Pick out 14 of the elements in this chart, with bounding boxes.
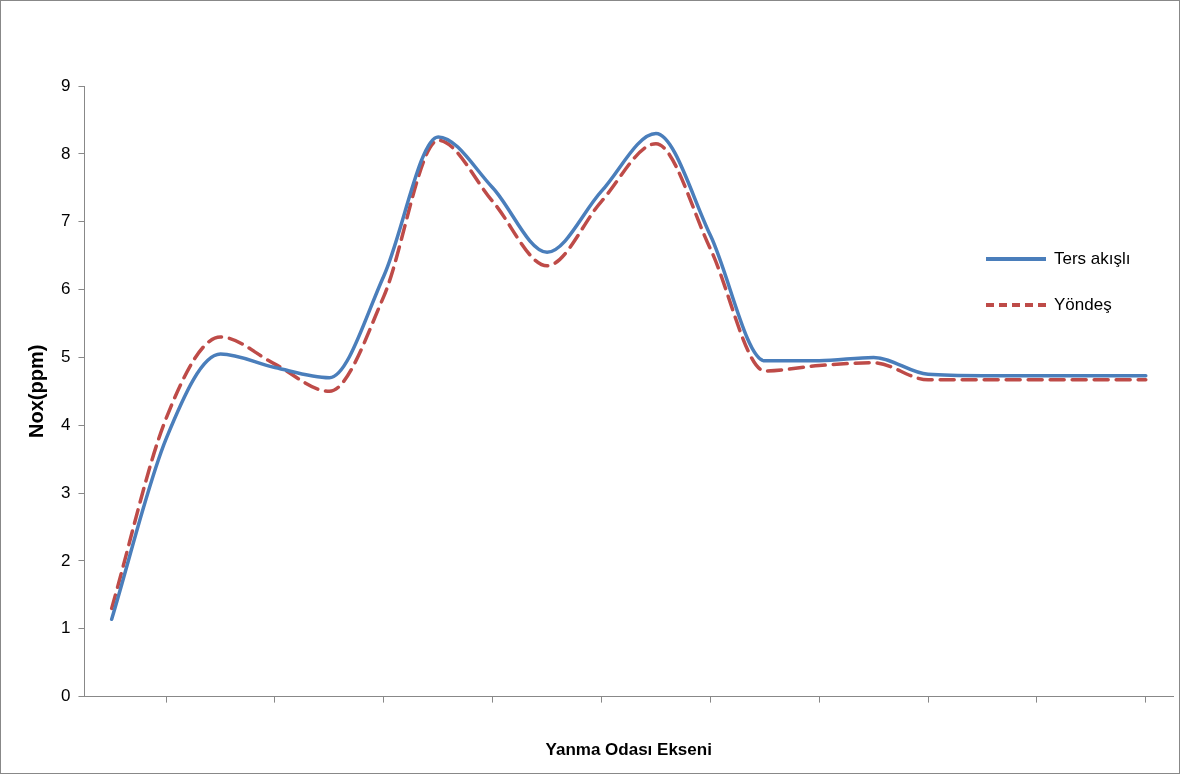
y-tick-label: 6 bbox=[60, 279, 71, 299]
legend-label: Ters akışlı bbox=[1054, 249, 1131, 269]
y-tick-label: 3 bbox=[60, 482, 71, 502]
legend-label: Yöndeş bbox=[1054, 295, 1112, 315]
y-tick-label: 1 bbox=[60, 618, 71, 638]
y-tick-label: 9 bbox=[60, 75, 71, 95]
y-tick-label: 8 bbox=[60, 143, 71, 163]
y-tick-label: 4 bbox=[60, 414, 71, 434]
y-tick-label: 0 bbox=[60, 686, 71, 706]
y-tick-label: 5 bbox=[60, 347, 71, 367]
x-axis-title: Yanma Odası Ekseni bbox=[545, 740, 712, 760]
y-tick-label: 2 bbox=[60, 550, 71, 570]
y-tick-label: 7 bbox=[60, 211, 71, 231]
y-axis-title: Nox(ppm) bbox=[24, 344, 47, 438]
